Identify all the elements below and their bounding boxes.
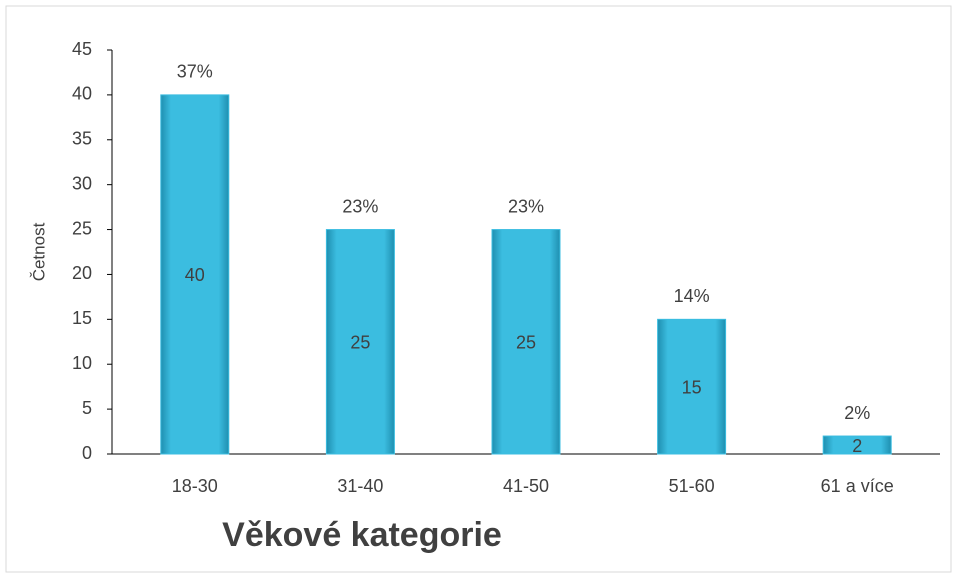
bar [491, 229, 561, 455]
x-tick-label: 41-50 [503, 476, 549, 496]
bar-value-label: 40 [185, 265, 205, 285]
x-tick-label: 18-30 [172, 476, 218, 496]
y-tick-label: 30 [72, 173, 92, 193]
bar-value-label: 15 [682, 377, 702, 397]
chart-frame [5, 5, 952, 573]
y-tick-label: 25 [72, 218, 92, 238]
bar-percent-label: 23% [342, 196, 378, 216]
bar-value-label: 25 [516, 333, 536, 353]
bar-percent-label: 14% [674, 286, 710, 306]
y-tick-label: 10 [72, 353, 92, 373]
bar-value-label: 2 [852, 436, 862, 456]
bar [160, 94, 230, 455]
bar-percent-label: 37% [177, 62, 213, 82]
y-tick-label: 45 [72, 39, 92, 59]
y-tick-label: 40 [72, 84, 92, 104]
bar [657, 318, 727, 455]
x-tick-label: 51-60 [669, 476, 715, 496]
bar [325, 229, 395, 455]
chart-title: Věkové kategorie [222, 516, 502, 554]
bar [822, 435, 892, 455]
y-tick-label: 15 [72, 308, 92, 328]
bar-percent-label: 23% [508, 196, 544, 216]
y-axis-label: Četnost [29, 222, 48, 281]
y-tick-label: 35 [72, 129, 92, 149]
x-tick-label: 31-40 [337, 476, 383, 496]
y-tick-label: 20 [72, 263, 92, 283]
bar-value-label: 25 [350, 333, 370, 353]
bar-percent-label: 2% [844, 403, 870, 423]
x-tick-label: 61 a více [821, 476, 894, 496]
y-tick-label: 0 [82, 443, 92, 463]
y-tick-label: 5 [82, 398, 92, 418]
